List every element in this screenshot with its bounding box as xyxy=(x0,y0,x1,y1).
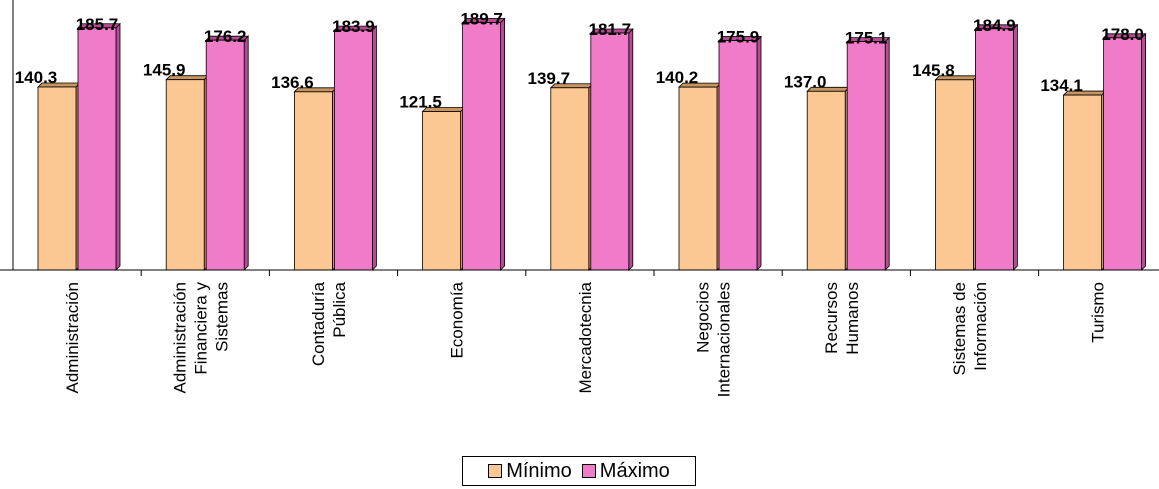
bar-minimo xyxy=(678,86,718,271)
category-label-line: Internacionales xyxy=(715,282,734,397)
bar-minimo xyxy=(806,90,846,271)
category-label: Turismo xyxy=(1089,282,1108,343)
category-label: Recursos Humanos xyxy=(822,282,862,355)
bar-maximo-side xyxy=(115,22,121,271)
legend-label-maximo: Máximo xyxy=(599,459,670,482)
bar-minimo xyxy=(37,86,77,271)
bar-minimo xyxy=(422,111,462,271)
data-label-minimo: 136.6 xyxy=(271,73,314,92)
data-label-minimo: 134.1 xyxy=(1040,76,1083,95)
category-label: Economía xyxy=(448,281,467,358)
bar-maximo-side xyxy=(628,28,634,271)
category-label-line: Negocios xyxy=(694,282,713,353)
bar-maximo-side xyxy=(756,35,762,271)
bar-maximo-side xyxy=(243,35,249,271)
bar-maximo xyxy=(1103,37,1142,271)
category-label-line: Financiera y xyxy=(191,282,210,375)
category-label-line: Administración xyxy=(170,282,189,394)
bar-maximo xyxy=(846,41,886,271)
category-label: Negocios Internacionales xyxy=(694,282,734,397)
data-label-maximo: 185.7 xyxy=(76,15,119,34)
data-label-maximo: 176.2 xyxy=(204,27,247,46)
legend-label-minimo: Mínimo xyxy=(506,459,572,482)
legend-item-minimo: Mínimo xyxy=(488,460,572,483)
category-label-line: Administración xyxy=(63,282,82,394)
category-label: Administración Financiera y Sistemas xyxy=(170,282,231,394)
category-label-line: Humanos xyxy=(843,282,862,355)
category-label: Contaduría Pública xyxy=(309,281,349,366)
data-label-minimo: 137.0 xyxy=(784,72,827,91)
category-label: Administración xyxy=(63,282,82,394)
data-label-minimo: 121.5 xyxy=(399,93,442,112)
category-label-line: Sistemas xyxy=(212,282,231,352)
bar-maximo xyxy=(462,22,502,271)
category-label-line: Mercadotecnia xyxy=(576,281,595,393)
category-label-line: Economía xyxy=(448,281,467,358)
bar-maximo-side xyxy=(884,36,890,271)
bar-maximo-side xyxy=(1013,23,1018,271)
bar-maximo-side xyxy=(371,25,377,271)
data-label-maximo: 181.7 xyxy=(589,20,632,39)
bar-minimo xyxy=(935,79,974,271)
bar-maximo xyxy=(77,27,117,271)
bar-maximo xyxy=(333,29,373,271)
bar-maximo-side xyxy=(500,17,506,271)
category-label: Sistemas de Información xyxy=(950,282,990,376)
data-label-minimo: 140.3 xyxy=(15,68,58,87)
data-label-minimo: 140.2 xyxy=(656,68,699,87)
data-label-maximo: 184.9 xyxy=(973,16,1016,35)
bar-maximo xyxy=(718,40,758,271)
data-label-maximo: 183.9 xyxy=(332,17,375,36)
bar-maximo xyxy=(590,32,630,271)
bar-maximo xyxy=(205,39,245,271)
data-label-maximo: 175.1 xyxy=(845,29,888,48)
bar-minimo xyxy=(293,91,333,271)
category-label-line: Pública xyxy=(330,281,349,337)
bar-chart: 140.3 185.7 Administración 145.9 176.2 Admini… xyxy=(0,0,1159,397)
category-label-line: Sistemas de xyxy=(950,282,969,376)
legend-item-maximo: Máximo xyxy=(581,459,670,483)
bar-minimo xyxy=(1063,94,1102,271)
category-label-line: Recursos xyxy=(822,282,841,354)
bar-minimo xyxy=(165,79,205,271)
bar-minimo xyxy=(550,87,590,271)
legend-swatch-maximo xyxy=(581,464,596,478)
bar-maximo-side xyxy=(1141,32,1146,271)
data-label-maximo: 189.7 xyxy=(460,10,503,29)
data-label-minimo: 139.7 xyxy=(528,69,571,88)
data-label-maximo: 175.9 xyxy=(717,28,760,47)
category-label: Mercadotecnia xyxy=(576,281,595,393)
data-label-minimo: 145.8 xyxy=(912,61,955,80)
category-label-line: Contaduría xyxy=(309,281,328,366)
legend: Mínimo Máximo xyxy=(462,456,696,486)
category-label-line: Turismo xyxy=(1089,282,1108,343)
bar-maximo xyxy=(975,28,1014,271)
data-label-maximo: 178.0 xyxy=(1101,25,1144,44)
data-label-minimo: 145.9 xyxy=(143,61,186,80)
legend-swatch-minimo xyxy=(488,464,503,478)
category-label-line: Información xyxy=(971,282,990,371)
